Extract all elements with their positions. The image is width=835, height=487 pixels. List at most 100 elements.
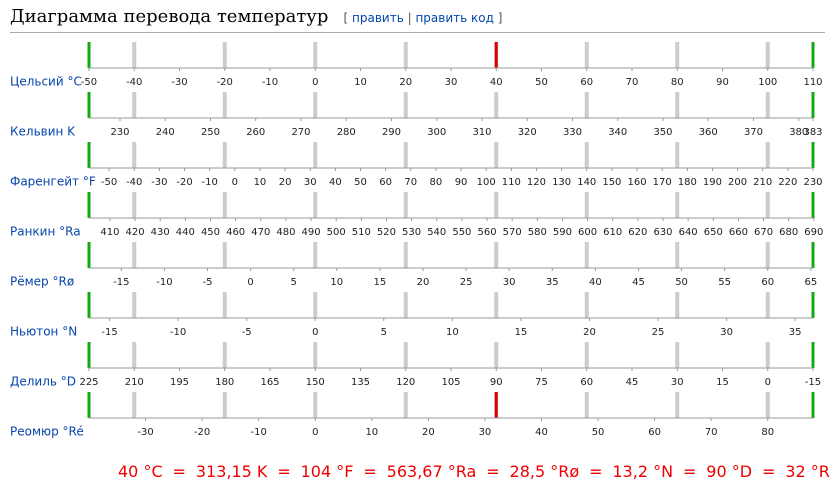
tick-label: 70 — [404, 177, 417, 188]
scale-bar — [494, 342, 499, 368]
scale-bar — [675, 42, 680, 68]
tick-label: 550 — [452, 227, 471, 238]
tick-label: 0 — [232, 177, 238, 188]
scale-bar — [765, 92, 770, 118]
end-bar — [87, 242, 91, 268]
tick-label: 90 — [490, 377, 503, 388]
tick-label: 430 — [151, 227, 170, 238]
tick-label: 660 — [729, 227, 748, 238]
scale-label: Делиль °D — [10, 375, 76, 389]
scale-bar — [494, 192, 499, 218]
scale-label: Кельвин K — [10, 125, 76, 139]
scale-bar — [132, 92, 137, 118]
edit-source-link[interactable]: править код — [415, 11, 494, 25]
scale-bar — [313, 292, 318, 318]
result-value: 28,5 °Rø — [509, 462, 580, 481]
tick-label: 280 — [337, 127, 356, 138]
result: 40 °C = 313,15 K = 104 °F = 563,67 °Ra = 28,5 °R… — [118, 462, 830, 481]
tick-label: -40 — [126, 177, 142, 188]
tick-label: 165 — [260, 377, 279, 388]
tick-label: 65 — [804, 277, 817, 288]
scale-bar — [494, 92, 499, 118]
tick-label: 180 — [678, 177, 697, 188]
scale-bar — [313, 42, 318, 68]
scale-bar — [313, 192, 318, 218]
diagram: Цельсий °C-50 -40 -30 -20 -10 0 10 20 30 40 50 60 70… — [10, 42, 823, 439]
tick-label: -5 — [242, 327, 252, 338]
tick-label: 610 — [603, 227, 622, 238]
tick-label: 10 — [254, 177, 267, 188]
separator: = — [363, 462, 377, 481]
tick-label: 330 — [563, 127, 582, 138]
tick-label: 350 — [653, 127, 672, 138]
scale-bar — [313, 392, 318, 418]
scale-bar — [675, 392, 680, 418]
tick-label: -30 — [171, 77, 187, 88]
tick-label: 160 — [627, 177, 646, 188]
end-bar — [87, 142, 91, 168]
scale-bar — [584, 242, 589, 268]
tick-label: 30 — [671, 377, 684, 388]
tick-label: 320 — [518, 127, 537, 138]
title: Диаграмма перевода температур — [10, 6, 329, 27]
tick-label: 5 — [381, 327, 387, 338]
tick-label: 225 — [79, 377, 98, 388]
result-value: 104 °F — [300, 462, 354, 481]
tick-label: 35 — [546, 277, 559, 288]
tick-label: 100 — [758, 77, 777, 88]
scale-bar — [313, 92, 318, 118]
tick-label: 450 — [201, 227, 220, 238]
tick-label: 30 — [479, 427, 492, 438]
scale-bar — [675, 342, 680, 368]
tick-label: 440 — [176, 227, 195, 238]
scale-label: Ранкин °Ra — [10, 225, 81, 239]
tick-label: -10 — [201, 177, 217, 188]
scale-label: Цельсий °C — [10, 75, 82, 89]
end-bar — [811, 142, 815, 168]
tick-label: 150 — [602, 177, 621, 188]
tick-label: 60 — [761, 277, 774, 288]
tick-label: 0 — [247, 277, 253, 288]
scale-bar — [313, 142, 318, 168]
scale-label: Рёмер °Rø — [10, 275, 74, 289]
scale-bar — [584, 42, 589, 68]
tick-label: 530 — [402, 227, 421, 238]
tick-label: 120 — [396, 377, 415, 388]
tick-label: 500 — [327, 227, 346, 238]
tick-label: 70 — [626, 77, 639, 88]
header: Диаграмма перевода температур [ править … — [10, 6, 825, 33]
scale-bar — [584, 342, 589, 368]
scale-bar — [675, 292, 680, 318]
scale-bar — [765, 392, 770, 418]
scale-bar — [403, 42, 408, 68]
tick-label: 310 — [472, 127, 491, 138]
scale-bar — [403, 92, 408, 118]
marker-bar — [494, 42, 498, 68]
edit-link[interactable]: править — [352, 11, 404, 25]
scale-bar — [584, 292, 589, 318]
tick-label: 50 — [535, 77, 548, 88]
tick-label: 690 — [804, 227, 823, 238]
scale-bar — [222, 342, 227, 368]
end-bar — [811, 192, 815, 218]
scale-bar — [494, 292, 499, 318]
scale-bar — [403, 342, 408, 368]
tick-label: 10 — [354, 77, 367, 88]
tick-label: -20 — [176, 177, 192, 188]
end-bar — [87, 392, 91, 418]
tick-label: 0 — [765, 377, 771, 388]
tick-label: 40 — [490, 77, 503, 88]
tick-label: 135 — [351, 377, 370, 388]
tick-label: -30 — [151, 177, 167, 188]
separator: = — [682, 462, 697, 481]
tick-label: 10 — [330, 277, 343, 288]
end-bar — [811, 242, 815, 268]
tick-label: 250 — [201, 127, 220, 138]
tick-label: 340 — [608, 127, 627, 138]
tick-label: 15 — [515, 327, 528, 338]
tick-label: 230 — [110, 127, 129, 138]
scale-bar — [675, 142, 680, 168]
tick-label: 20 — [417, 277, 430, 288]
result-value: 32 °R — [785, 462, 830, 481]
tick-label: 0 — [312, 77, 318, 88]
